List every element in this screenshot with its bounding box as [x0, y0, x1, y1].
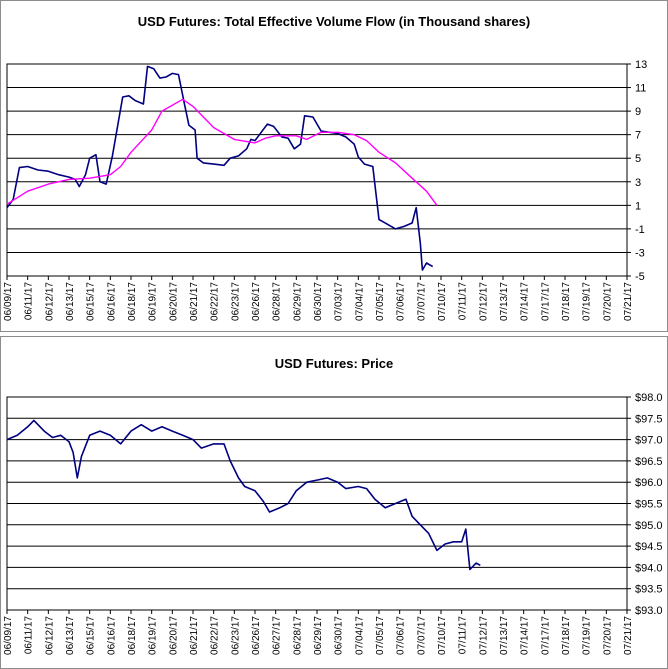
- x-tick-label: 06/30/17: [334, 616, 345, 655]
- x-tick-label: 06/15/17: [86, 282, 97, 321]
- x-tick-label: 07/20/17: [602, 616, 613, 655]
- y-tick-label: $94.5: [635, 541, 663, 553]
- x-tick-label: 07/03/17: [334, 282, 345, 321]
- x-tick-label: 06/23/17: [230, 282, 241, 321]
- x-tick-label: 07/13/17: [499, 616, 510, 655]
- y-tick-label: -3: [635, 247, 645, 259]
- x-tick-label: 06/21/17: [189, 616, 200, 655]
- x-tick-label: 07/12/17: [478, 282, 489, 321]
- x-tick-label: 07/11/17: [458, 282, 469, 321]
- x-tick-label: 07/17/17: [540, 616, 551, 655]
- x-tick-label: 07/05/17: [375, 282, 386, 321]
- chart-panel-volume-flow: USD Futures: Total Effective Volume Flow…: [0, 0, 668, 332]
- y-tick-label: 11: [635, 83, 646, 95]
- x-tick-label: 07/20/17: [602, 282, 613, 321]
- series-line-1: [6, 419, 481, 571]
- x-tick-label: 06/29/17: [292, 282, 303, 321]
- y-tick-label: 9: [635, 106, 641, 118]
- y-tick-label: $93.0: [635, 605, 663, 617]
- x-tick-label: 07/07/17: [416, 282, 427, 321]
- x-tick-label: 06/19/17: [148, 616, 159, 655]
- x-tick-label: 07/18/17: [561, 282, 572, 321]
- y-tick-label: -1: [635, 224, 645, 236]
- y-tick-label: $95.5: [635, 499, 663, 511]
- x-tick-label: 07/14/17: [520, 616, 531, 655]
- y-tick-label: $95.0: [635, 520, 663, 532]
- y-tick-label: $93.5: [635, 584, 663, 596]
- x-tick-label: 07/10/17: [437, 616, 448, 655]
- x-tick-label: 06/12/17: [44, 282, 55, 321]
- x-tick-label: 06/29/17: [313, 616, 324, 655]
- x-tick-label: 06/11/17: [24, 282, 35, 321]
- x-tick-label: 06/27/17: [272, 616, 283, 655]
- x-tick-label: 06/09/17: [3, 616, 14, 655]
- x-tick-label: 07/21/17: [623, 616, 634, 655]
- y-tick-label: $97.5: [635, 413, 663, 425]
- chart-panel-price: USD Futures: Price $98.0 $97.5 $97.0 $96.5 $…: [0, 336, 668, 669]
- x-tick-label: 07/18/17: [561, 616, 572, 655]
- x-tick-label: 06/13/17: [65, 616, 76, 655]
- chart-canvas-volume-flow: 13 11 9 7 5 3 1 -1 -3 -5 06/09/17 06/11/17 06/12/17 0…: [3, 59, 647, 321]
- x-tick-label: 06/26/17: [251, 616, 262, 655]
- y-tick-label: $97.0: [635, 435, 663, 447]
- x-tick-label: 06/26/17: [251, 282, 262, 321]
- x-tick-label: 07/11/17: [458, 616, 469, 655]
- x-tick-label: 06/30/17: [313, 282, 324, 321]
- x-tick-label: 06/15/17: [86, 616, 97, 655]
- chart-title: USD Futures: Price: [274, 356, 394, 371]
- series-line-2: [6, 98, 438, 206]
- x-tick-label: 07/19/17: [582, 282, 593, 321]
- x-tick-label: 06/09/17: [3, 282, 14, 321]
- chart-canvas-price: $98.0 $97.5 $97.0 $96.5 $96.0 $95.5 $95.0 $94.5…: [3, 392, 663, 655]
- y-tick-label: 13: [635, 59, 647, 71]
- x-tick-label: 07/13/17: [499, 282, 510, 321]
- x-tick-label: 06/18/17: [127, 616, 138, 655]
- y-tick-label: 5: [635, 153, 641, 165]
- x-tick-label: 06/16/17: [106, 282, 117, 321]
- x-tick-label: 07/05/17: [375, 616, 386, 655]
- y-tick-label: $94.0: [635, 562, 663, 574]
- x-tick-label: 06/23/17: [230, 616, 241, 655]
- x-tick-label: 06/18/17: [127, 282, 138, 321]
- x-tick-label: 07/14/17: [520, 282, 531, 321]
- y-tick-label: $96.5: [635, 456, 663, 468]
- y-tick-label: $98.0: [635, 392, 663, 404]
- x-tick-label: 06/16/17: [106, 616, 117, 655]
- x-tick-label: 06/11/17: [24, 616, 35, 655]
- x-tick-label: 06/28/17: [272, 282, 283, 321]
- x-tick-label: 06/21/17: [189, 282, 200, 321]
- y-tick-label: $96.0: [635, 477, 663, 489]
- plot-area: [6, 63, 628, 277]
- x-tick-label: 06/20/17: [168, 282, 179, 321]
- x-tick-label: 07/04/17: [354, 282, 365, 321]
- x-tick-label: 06/22/17: [210, 616, 221, 655]
- x-tick-label: 06/19/17: [148, 282, 159, 321]
- x-tick-label: 07/21/17: [623, 282, 634, 321]
- x-tick-label: 07/04/17: [354, 616, 365, 655]
- y-tick-label: -5: [635, 271, 645, 283]
- x-tick-label: 07/07/17: [416, 616, 427, 655]
- series-line-1: [6, 65, 434, 271]
- x-tick-label: 06/12/17: [44, 616, 55, 655]
- x-tick-label: 07/17/17: [540, 282, 551, 321]
- x-tick-label: 07/06/17: [396, 282, 407, 321]
- x-tick-label: 07/19/17: [582, 616, 593, 655]
- chart-title: USD Futures: Total Effective Volume Flow…: [137, 14, 531, 29]
- x-tick-label: 06/13/17: [65, 282, 76, 321]
- x-tick-label: 06/22/17: [210, 282, 221, 321]
- y-tick-label: 1: [635, 200, 641, 212]
- x-tick-label: 07/12/17: [478, 616, 489, 655]
- y-tick-label: 7: [635, 130, 641, 142]
- y-tick-label: 3: [635, 177, 641, 189]
- x-tick-label: 06/28/17: [292, 616, 303, 655]
- x-tick-label: 06/20/17: [168, 616, 179, 655]
- x-tick-label: 07/06/17: [396, 616, 407, 655]
- x-tick-label: 07/10/17: [437, 282, 448, 321]
